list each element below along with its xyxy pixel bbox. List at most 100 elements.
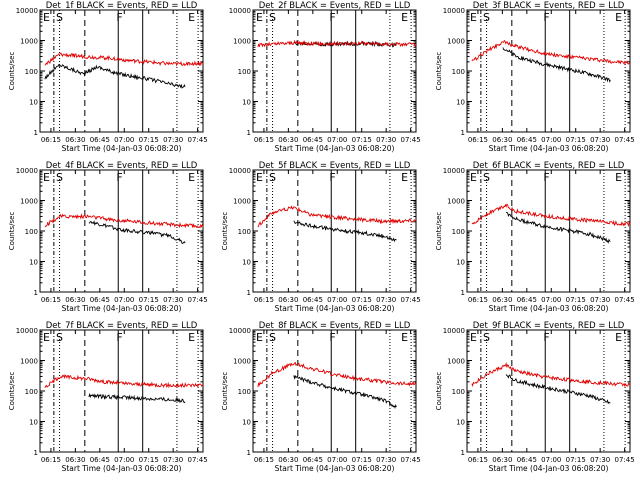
x-tick-label: 07:00 [327,136,347,144]
y-tick-label: 1000 [233,358,251,366]
y-tick-label: 1 [34,449,38,457]
y-tick-label: 1000 [447,198,465,206]
x-tick-label: 07:15 [566,296,586,304]
x-tick-label: 07:30 [376,136,396,144]
x-tick-label: 07:30 [376,456,396,464]
interval-marker-label: E [256,11,263,24]
chart-panel: Det_2f BLACK = Events, RED = LLD11010010… [229,1,421,153]
x-tick-label: 06:15 [254,296,274,304]
y-tick-label: 100 [238,228,251,236]
plot-frame [467,330,630,452]
chart-panel: Det_9f BLACK = Events, RED = LLD 1 10 100 10… [435,321,635,473]
x-tick-label: 07:00 [327,296,347,304]
x-tick-label: 06:45 [303,456,323,464]
events-series-line [89,394,185,402]
y-tick-label: 1000 [233,198,251,206]
x-tick-label: 06:45 [303,296,323,304]
interval-marker-label: F [543,331,549,344]
x-axis-label: Start Time (04-Jan-03 06:08:20) [275,144,395,153]
y-tick-label: 100 [25,68,38,76]
x-axis-label: Start Time (04-Jan-03 06:08:20) [275,464,395,473]
chart-panel: Det_4f BLACK = Events, RED = LLD11010010… [8,161,208,313]
y-tick-label: 10000 [16,7,38,15]
x-tick-label: 07:45 [615,136,635,144]
y-tick-label: 100 [452,388,465,396]
events-series-line [294,375,397,407]
interval-marker-label: F [329,331,335,344]
interval-marker-label: E [43,171,50,184]
x-tick-label: 07:30 [590,136,610,144]
y-tick-label: 10 [242,259,251,267]
x-tick-label: 06:30 [278,456,298,464]
interval-marker-label: F [116,331,122,344]
y-axis-label: Counts/sec [435,52,443,91]
x-axis-label: Start Time (04-Jan-03 06:08:20) [62,304,182,313]
interval-marker-label: E [615,11,622,24]
x-tick-label: 06:30 [492,136,512,144]
interval-marker-label: S [269,171,276,184]
y-tick-label: 1 [247,449,251,457]
interval-marker-label: F [329,11,335,24]
x-tick-label: 07:15 [139,456,159,464]
x-tick-label: 07:00 [114,296,134,304]
lld-series-line [45,375,203,388]
interval-marker-label: E [615,331,622,344]
y-tick-label: 100 [452,68,465,76]
y-tick-label: 10000 [443,7,465,15]
interval-marker-label: S [269,331,276,344]
events-series-line [45,65,185,88]
plot-frame [253,170,416,292]
y-tick-label: 1 [34,129,38,137]
x-axis-label: Start Time (04-Jan-03 06:08:20) [489,144,609,153]
x-tick-label: 06:15 [468,456,488,464]
x-axis-label: Start Time (04-Jan-03 06:08:20) [275,304,395,313]
x-tick-label: 07:45 [188,296,208,304]
x-tick-label: 07:00 [114,456,134,464]
lld-series-line [258,363,416,388]
y-tick-label: 10 [242,419,251,427]
y-tick-label: 10 [29,99,38,107]
x-tick-label: 06:45 [90,136,110,144]
y-tick-label: 1000 [447,358,465,366]
x-tick-label: 07:30 [590,296,610,304]
x-tick-label: 06:15 [468,296,488,304]
x-tick-label: 07:30 [376,296,396,304]
interval-marker-label: F [329,171,335,184]
interval-marker-label: E [470,11,477,24]
plot-frame [467,10,630,132]
y-axis-label: Counts/sec [8,52,16,91]
x-tick-label: 07:15 [352,296,372,304]
x-tick-label: 07:45 [401,296,421,304]
interval-marker-label: S [483,331,490,344]
y-tick-label: 100 [238,68,251,76]
interval-marker-label: E [256,331,263,344]
events-series-line [294,221,397,241]
x-tick-label: 07:00 [541,136,561,144]
y-tick-label: 10 [242,99,251,107]
y-tick-label: 10000 [443,167,465,175]
plot-frame [40,10,203,132]
y-tick-label: 10 [456,419,465,427]
y-tick-label: 1 [461,289,465,297]
lld-series-line [472,41,630,64]
x-tick-label: 06:15 [41,296,61,304]
y-tick-label: 1000 [20,358,38,366]
y-tick-label: 10000 [16,167,38,175]
x-tick-label: 07:45 [401,136,421,144]
x-tick-label: 06:30 [65,296,85,304]
x-tick-label: 06:15 [254,456,274,464]
events-series-line [506,374,610,403]
x-axis-label: Start Time (04-Jan-03 06:08:20) [489,304,609,313]
events-series-line [503,48,611,82]
y-axis-label: Counts/sec [435,372,443,411]
interval-marker-label: S [483,11,490,24]
y-tick-label: 1 [247,289,251,297]
x-tick-label: 07:45 [188,456,208,464]
x-tick-label: 06:45 [517,296,537,304]
y-tick-label: 100 [25,228,38,236]
y-axis-label: Counts/sec [435,212,443,251]
y-tick-label: 1000 [447,38,465,46]
x-tick-label: 06:45 [517,136,537,144]
interval-marker-label: F [543,171,549,184]
y-tick-label: 1 [461,449,465,457]
